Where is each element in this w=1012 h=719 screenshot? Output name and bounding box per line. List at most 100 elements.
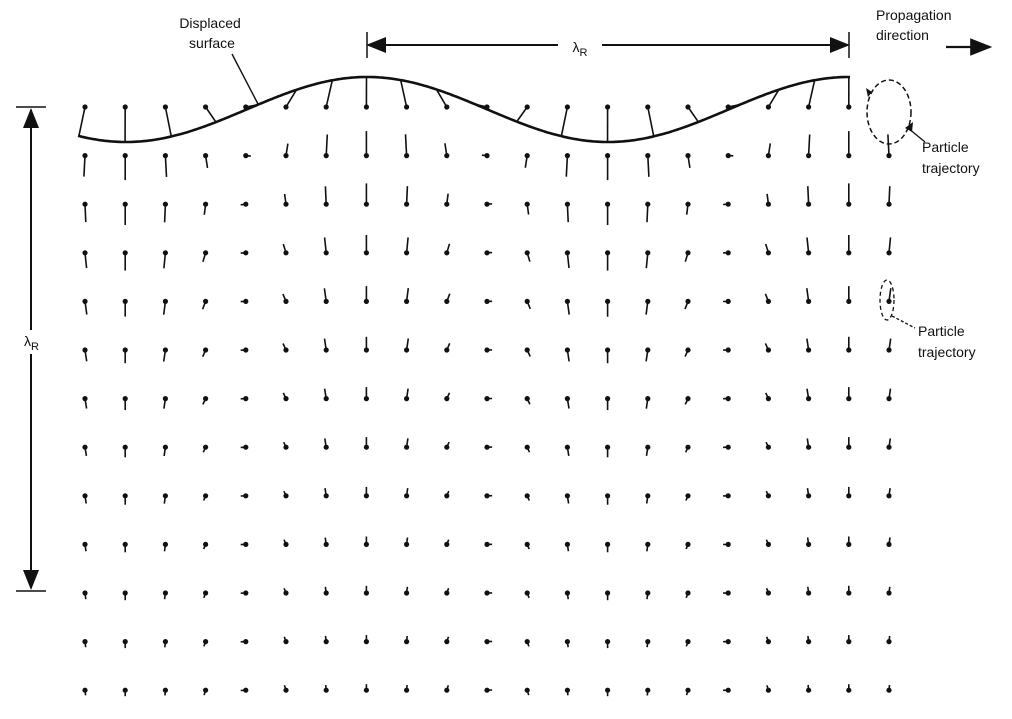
particle [806,201,812,207]
particle-grid [78,76,892,697]
particle [886,298,892,304]
leader-line [907,127,926,143]
particle [122,444,128,450]
particle [846,444,852,450]
particle [363,687,369,693]
particle [605,347,611,353]
particle [404,201,410,207]
particle [122,250,128,256]
particle [243,590,249,596]
particle [806,347,812,353]
particle [725,153,731,159]
particle [283,153,289,159]
particle [404,590,410,596]
particle [444,590,450,596]
particle [564,347,571,353]
particle-stick [163,204,167,223]
particle [484,590,490,596]
particle [363,639,369,645]
particle [404,687,410,693]
particle [323,687,329,693]
particle [444,444,450,450]
particle [685,250,691,256]
particle-stick [807,80,816,108]
particle-stick [807,186,810,205]
particle [765,153,772,159]
particle [685,687,691,693]
particle [404,250,410,256]
particle [564,201,571,207]
particle [846,347,852,353]
particle [564,687,571,693]
particle [404,493,410,499]
particle [363,201,369,207]
particle [564,250,571,256]
particle [444,250,450,256]
particle-stick [399,79,408,108]
particle [524,250,530,256]
particle [243,153,249,159]
particle [243,541,249,548]
particle-stick [646,204,649,223]
particle [886,396,892,402]
particle [404,104,410,110]
particle [605,201,611,207]
particle [846,298,852,304]
particle [605,639,611,645]
particle [82,541,88,548]
particle [645,250,651,256]
particle [122,396,128,402]
particle [82,687,88,693]
particle [564,639,571,645]
particle [363,153,369,159]
trajectory-label: Particle trajectory [918,323,976,360]
particle [645,298,651,304]
particle [203,347,209,353]
particle [82,639,88,645]
particle-stick [435,89,448,108]
particle [404,541,410,548]
particle [444,153,450,159]
particle [524,687,530,693]
particle [162,153,168,159]
particle [605,590,611,596]
particle [725,298,731,304]
particle [685,104,691,110]
particle [82,104,88,110]
particle [564,104,571,110]
particle [846,639,852,645]
particle [283,104,289,110]
particle-stick [83,155,86,177]
particle [605,493,611,499]
particle [82,298,88,304]
particle [243,396,249,402]
particle [886,493,892,499]
particle-stick [565,155,569,177]
label-bg [18,330,46,354]
particle [203,541,209,548]
particle [323,590,329,596]
particle [203,104,209,110]
particle [765,444,772,450]
particle [323,153,329,159]
particle [645,493,651,499]
particle [162,396,168,402]
particle [564,444,571,450]
particle [846,250,852,256]
particle [564,590,571,596]
particle [685,347,691,353]
particle [363,347,369,353]
particle [283,250,289,256]
particle [363,493,369,499]
particle-stick [647,106,655,137]
particle-stick [84,204,87,223]
particle [203,444,209,450]
particle [243,444,249,450]
particle-stick [164,155,168,177]
particle [203,493,209,499]
particle [524,396,530,402]
surface-label: Displaced surface [179,15,244,51]
particle [765,493,772,499]
particle [203,153,209,159]
